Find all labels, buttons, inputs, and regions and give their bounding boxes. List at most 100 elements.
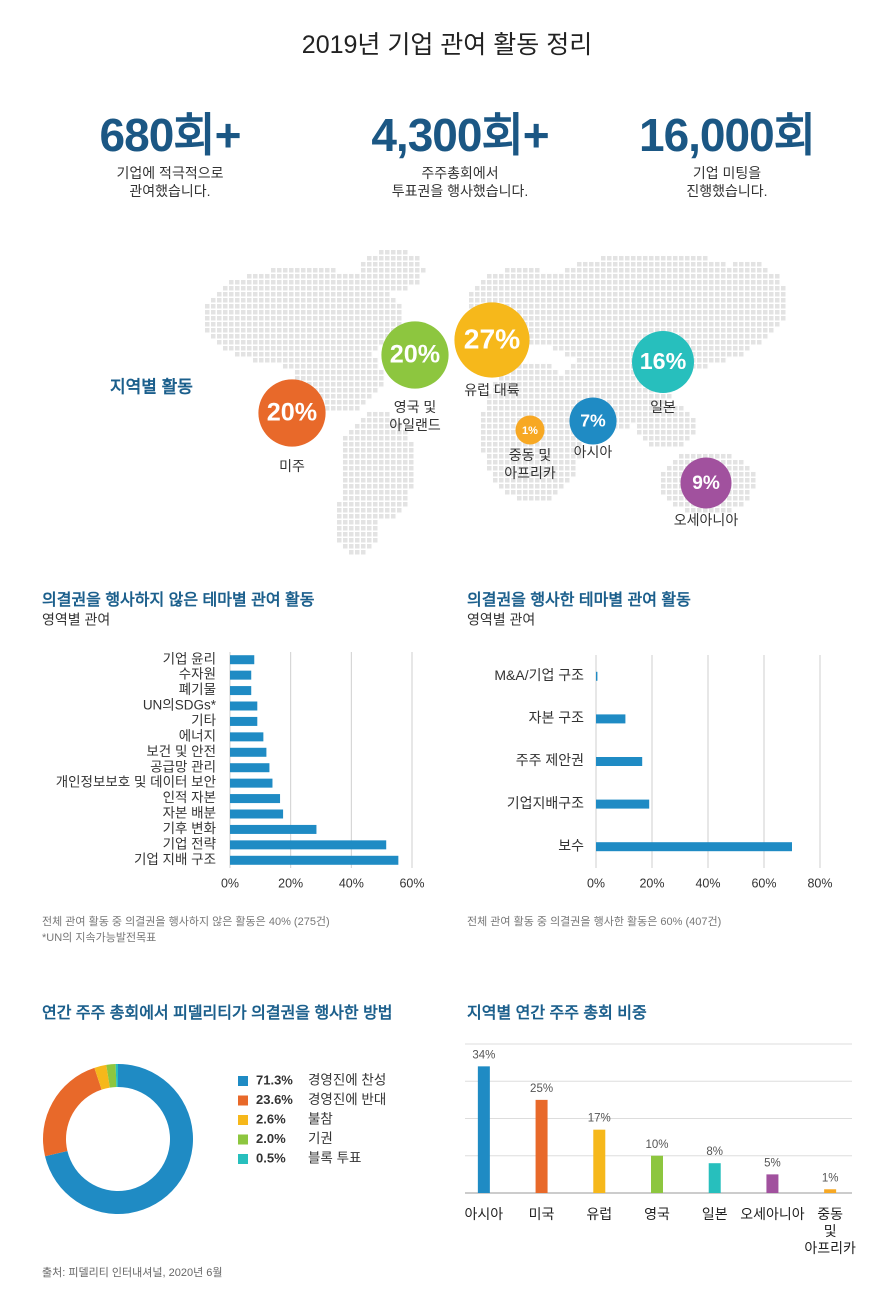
map-dot (373, 424, 378, 429)
map-dot (703, 334, 708, 339)
map-dot (673, 484, 678, 489)
map-dot (607, 328, 612, 333)
map-dot (577, 292, 582, 297)
map-dot (577, 268, 582, 273)
map-dot (541, 418, 546, 423)
map-dot (361, 268, 366, 273)
map-dot (559, 310, 564, 315)
map-dot (757, 310, 762, 315)
map-dot (565, 274, 570, 279)
map-dot (337, 388, 342, 393)
map-dot (391, 490, 396, 495)
map-dot (361, 496, 366, 501)
map-dot (331, 280, 336, 285)
map-dot (709, 262, 714, 267)
map-dot (571, 466, 576, 471)
map-dot (577, 322, 582, 327)
map-dot (499, 376, 504, 381)
map-dot (217, 292, 222, 297)
map-dot (571, 334, 576, 339)
map-dot (625, 274, 630, 279)
map-dot (565, 280, 570, 285)
map-dot (343, 298, 348, 303)
map-dot (337, 532, 342, 537)
map-dot (649, 442, 654, 447)
map-dot (571, 472, 576, 477)
map-dot (409, 484, 414, 489)
map-dot (223, 328, 228, 333)
map-dot (565, 328, 570, 333)
map-dot (499, 442, 504, 447)
map-dot (589, 358, 594, 363)
map-dot (301, 286, 306, 291)
map-dot (271, 268, 276, 273)
map-dot (373, 328, 378, 333)
map-dot (373, 376, 378, 381)
map-dot (529, 412, 534, 417)
map-dot (607, 352, 612, 357)
map-dot (673, 328, 678, 333)
map-dot (595, 352, 600, 357)
map-dot (373, 448, 378, 453)
map-dot (763, 334, 768, 339)
map-dot (391, 448, 396, 453)
y-tick-label: 보수 (558, 837, 584, 853)
map-dot (751, 274, 756, 279)
map-dot (343, 466, 348, 471)
map-dot (355, 448, 360, 453)
map-dot (715, 328, 720, 333)
map-dot (685, 424, 690, 429)
map-dot (583, 328, 588, 333)
map-dot (283, 274, 288, 279)
map-dot (313, 370, 318, 375)
map-dot (703, 454, 708, 459)
map-dot (499, 454, 504, 459)
map-dot (361, 382, 366, 387)
map-dot (235, 334, 240, 339)
map-dot (697, 322, 702, 327)
map-dot (283, 292, 288, 297)
map-dot (625, 310, 630, 315)
map-dot (733, 352, 738, 357)
bar (766, 1174, 779, 1193)
map-dot (703, 286, 708, 291)
map-dot (517, 364, 522, 369)
map-dot (493, 274, 498, 279)
map-dot (391, 304, 396, 309)
map-dot (217, 310, 222, 315)
map-dot (397, 508, 402, 513)
map-dot (637, 280, 642, 285)
map-dot (523, 406, 528, 411)
map-dot (493, 460, 498, 465)
map-dot (499, 478, 504, 483)
map-dot (277, 304, 282, 309)
map-dot (511, 436, 516, 441)
map-dot (619, 286, 624, 291)
map-dot (703, 316, 708, 321)
map-dot (577, 274, 582, 279)
map-dot (625, 316, 630, 321)
y-tick-label: 폐기물 (179, 682, 216, 697)
map-dot (637, 310, 642, 315)
map-dot (547, 340, 552, 345)
map-dot (241, 280, 246, 285)
map-dot (517, 310, 522, 315)
map-dot (643, 322, 648, 327)
map-dot (265, 340, 270, 345)
map-dot (397, 454, 402, 459)
map-dot (589, 292, 594, 297)
map-dot (499, 382, 504, 387)
map-dot (613, 382, 618, 387)
map-dot (505, 280, 510, 285)
map-dot (325, 352, 330, 357)
source: 출처: 피델리티 인터내셔널, 2020년 6월 (42, 1266, 222, 1279)
map-dot (721, 268, 726, 273)
map-dot (529, 490, 534, 495)
map-dot (331, 388, 336, 393)
map-dot (721, 352, 726, 357)
map-dot (271, 328, 276, 333)
map-dot (739, 502, 744, 507)
map-dot (367, 472, 372, 477)
map-dot (763, 286, 768, 291)
